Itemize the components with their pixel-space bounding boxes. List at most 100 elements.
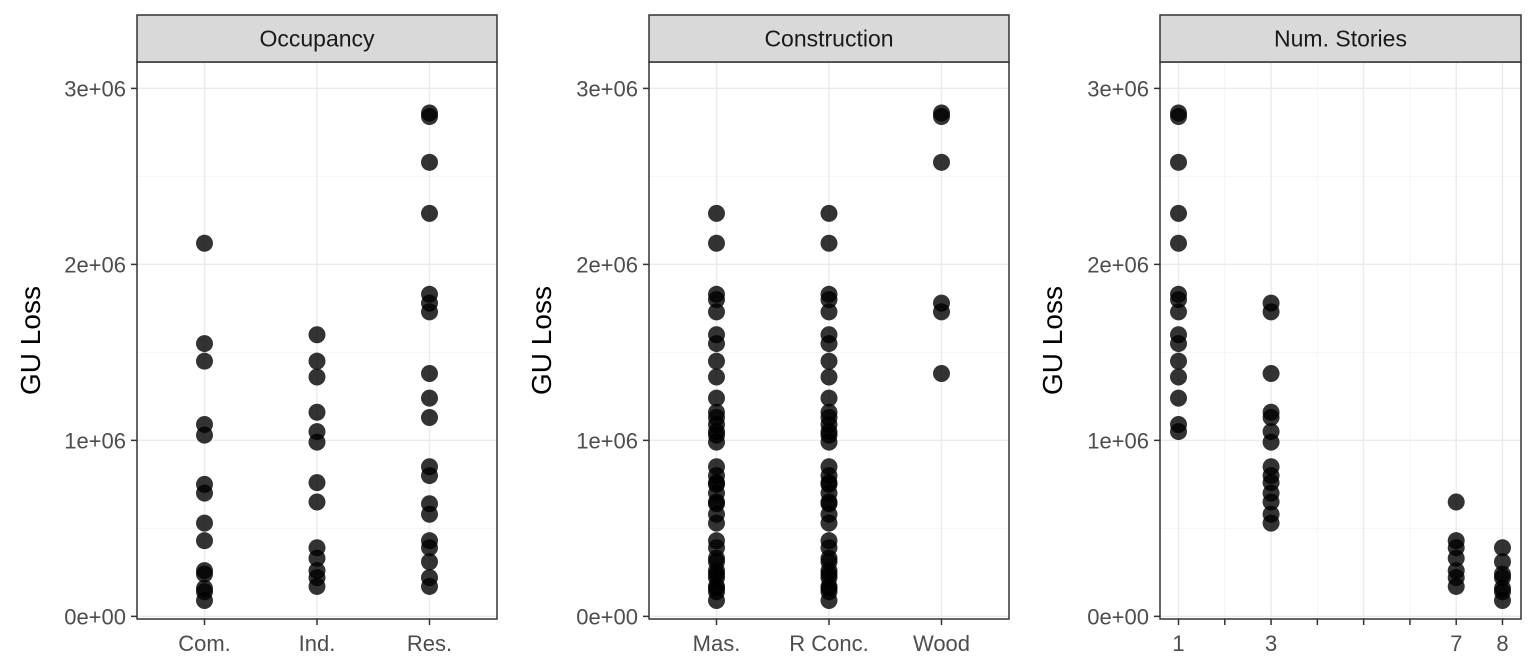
- data-point-mas-8: [708, 368, 725, 386]
- panel-occupancy: Occupancy 0e+00 1e+06 2e+06 3e+06 Com. Ind. Res…: [15, 14, 498, 656]
- data-point-r-conc-7: [820, 352, 838, 370]
- data-point-com-13: [196, 592, 213, 610]
- data-point-res-15: [421, 539, 438, 557]
- data-point-ind-3: [308, 403, 326, 421]
- data-point-1-7: [1170, 303, 1188, 321]
- data-point-res-2: [421, 153, 438, 171]
- data-point-1-2: [1170, 153, 1188, 171]
- y-tick-label: 2e+06: [64, 252, 126, 277]
- data-point-r-conc-4: [820, 303, 838, 321]
- data-point-1-1: [1170, 108, 1188, 126]
- data-point-mas-4: [708, 303, 725, 321]
- y-tick-label: 2e+06: [576, 252, 638, 277]
- data-point-r-conc-35: [820, 592, 838, 610]
- x-tick-label: 1: [1172, 631, 1184, 656]
- data-point-com-7: [196, 514, 213, 532]
- data-point-com-6: [196, 484, 213, 502]
- x-tick-label: 7: [1450, 631, 1462, 656]
- data-point-3-11: [1262, 493, 1280, 511]
- data-point-3-13: [1262, 514, 1280, 532]
- data-point-res-6: [421, 303, 438, 321]
- data-point-mas-6: [708, 335, 725, 353]
- x-tick-label: 3: [1265, 631, 1277, 656]
- data-point-1-4: [1170, 234, 1188, 252]
- facet-strip-label: Occupancy: [259, 26, 375, 52]
- data-point-7-0: [1447, 493, 1465, 511]
- data-point-com-0: [196, 234, 213, 252]
- data-point-1-12: [1170, 389, 1188, 407]
- data-point-mas-7: [708, 352, 725, 370]
- facet-strip: [136, 14, 498, 63]
- y-tick-label: 3e+06: [576, 76, 638, 101]
- y-tick-label: 0e+00: [64, 604, 126, 629]
- data-point-3-6: [1262, 433, 1280, 451]
- data-point-ind-9: [308, 549, 326, 567]
- data-point-1-11: [1170, 368, 1188, 386]
- data-point-res-3: [421, 204, 438, 222]
- data-point-com-1: [196, 335, 213, 353]
- y-tick-label: 2e+06: [1087, 252, 1149, 277]
- data-point-com-8: [196, 532, 213, 550]
- data-point-mas-3: [708, 291, 725, 309]
- y-tick-label: 1e+06: [576, 428, 638, 453]
- data-point-ind-12: [308, 577, 326, 595]
- data-point-8-6: [1493, 592, 1511, 610]
- data-point-r-conc-8: [820, 368, 838, 386]
- data-point-ind-7: [308, 493, 326, 511]
- data-point-res-16: [421, 553, 438, 571]
- x-tick-label: Wood: [913, 631, 970, 656]
- data-point-1-9: [1170, 335, 1188, 353]
- data-point-ind-2: [308, 368, 326, 386]
- data-point-8-0: [1493, 539, 1511, 557]
- data-point-wood-2: [933, 153, 950, 171]
- data-point-wood-4: [933, 303, 950, 321]
- x-tick-label: Mas.: [693, 631, 741, 656]
- data-point-1-3: [1170, 204, 1188, 222]
- data-point-1-6: [1170, 291, 1188, 309]
- x-tick-label: Com.: [178, 631, 231, 656]
- x-tick-label: Ind.: [299, 631, 336, 656]
- data-point-mas-24: [708, 514, 725, 532]
- data-point-res-11: [421, 467, 438, 485]
- data-point-res-7: [421, 364, 438, 382]
- data-point-1-14: [1170, 423, 1188, 441]
- data-point-3-4: [1262, 408, 1280, 426]
- facet-strip-label: Num. Stories: [1274, 26, 1407, 52]
- y-tick-label: 1e+06: [64, 428, 126, 453]
- data-point-3-2: [1262, 364, 1280, 382]
- data-point-res-9: [421, 408, 438, 426]
- data-point-r-conc-0: [820, 204, 838, 222]
- data-point-res-13: [421, 505, 438, 523]
- panel-construction: Construction 0e+00 1e+06 2e+06 3e+06 Mas. R Co…: [526, 14, 1010, 656]
- data-point-mas-9: [708, 389, 725, 407]
- y-axis-title: GU Loss: [526, 286, 557, 395]
- y-axis-title: GU Loss: [1037, 286, 1068, 395]
- data-point-ind-5: [308, 433, 326, 451]
- data-point-r-conc-1: [820, 234, 838, 252]
- data-point-8-1: [1493, 553, 1511, 571]
- data-point-r-conc-3: [820, 291, 838, 309]
- data-point-com-2: [196, 352, 213, 370]
- data-point-1-10: [1170, 352, 1188, 370]
- y-tick-label: 0e+00: [1087, 604, 1149, 629]
- data-point-mas-0: [708, 204, 725, 222]
- data-point-ind-1: [308, 352, 326, 370]
- data-point-r-conc-9: [820, 389, 838, 407]
- facet-strip: [1159, 14, 1522, 63]
- data-point-7-3: [1447, 549, 1465, 567]
- data-point-mas-15: [708, 433, 725, 451]
- y-tick-label: 3e+06: [1087, 76, 1149, 101]
- data-point-r-conc-6: [820, 335, 838, 353]
- data-point-wood-5: [933, 364, 950, 382]
- x-tick-label: Res.: [407, 631, 452, 656]
- data-point-r-conc-15: [820, 433, 838, 451]
- data-point-ind-6: [308, 474, 326, 492]
- facet-strip-label: Construction: [764, 26, 893, 52]
- data-point-7-6: [1447, 577, 1465, 595]
- x-tick-label: R Conc.: [789, 631, 868, 656]
- panel-num-stories: Num. Stories 0e+00 1e+06 2e+06 3e+06 1 3 7 8 GU L…: [1037, 14, 1522, 656]
- data-point-3-1: [1262, 303, 1280, 321]
- data-point-mas-35: [708, 592, 725, 610]
- facet-strip: [648, 14, 1010, 63]
